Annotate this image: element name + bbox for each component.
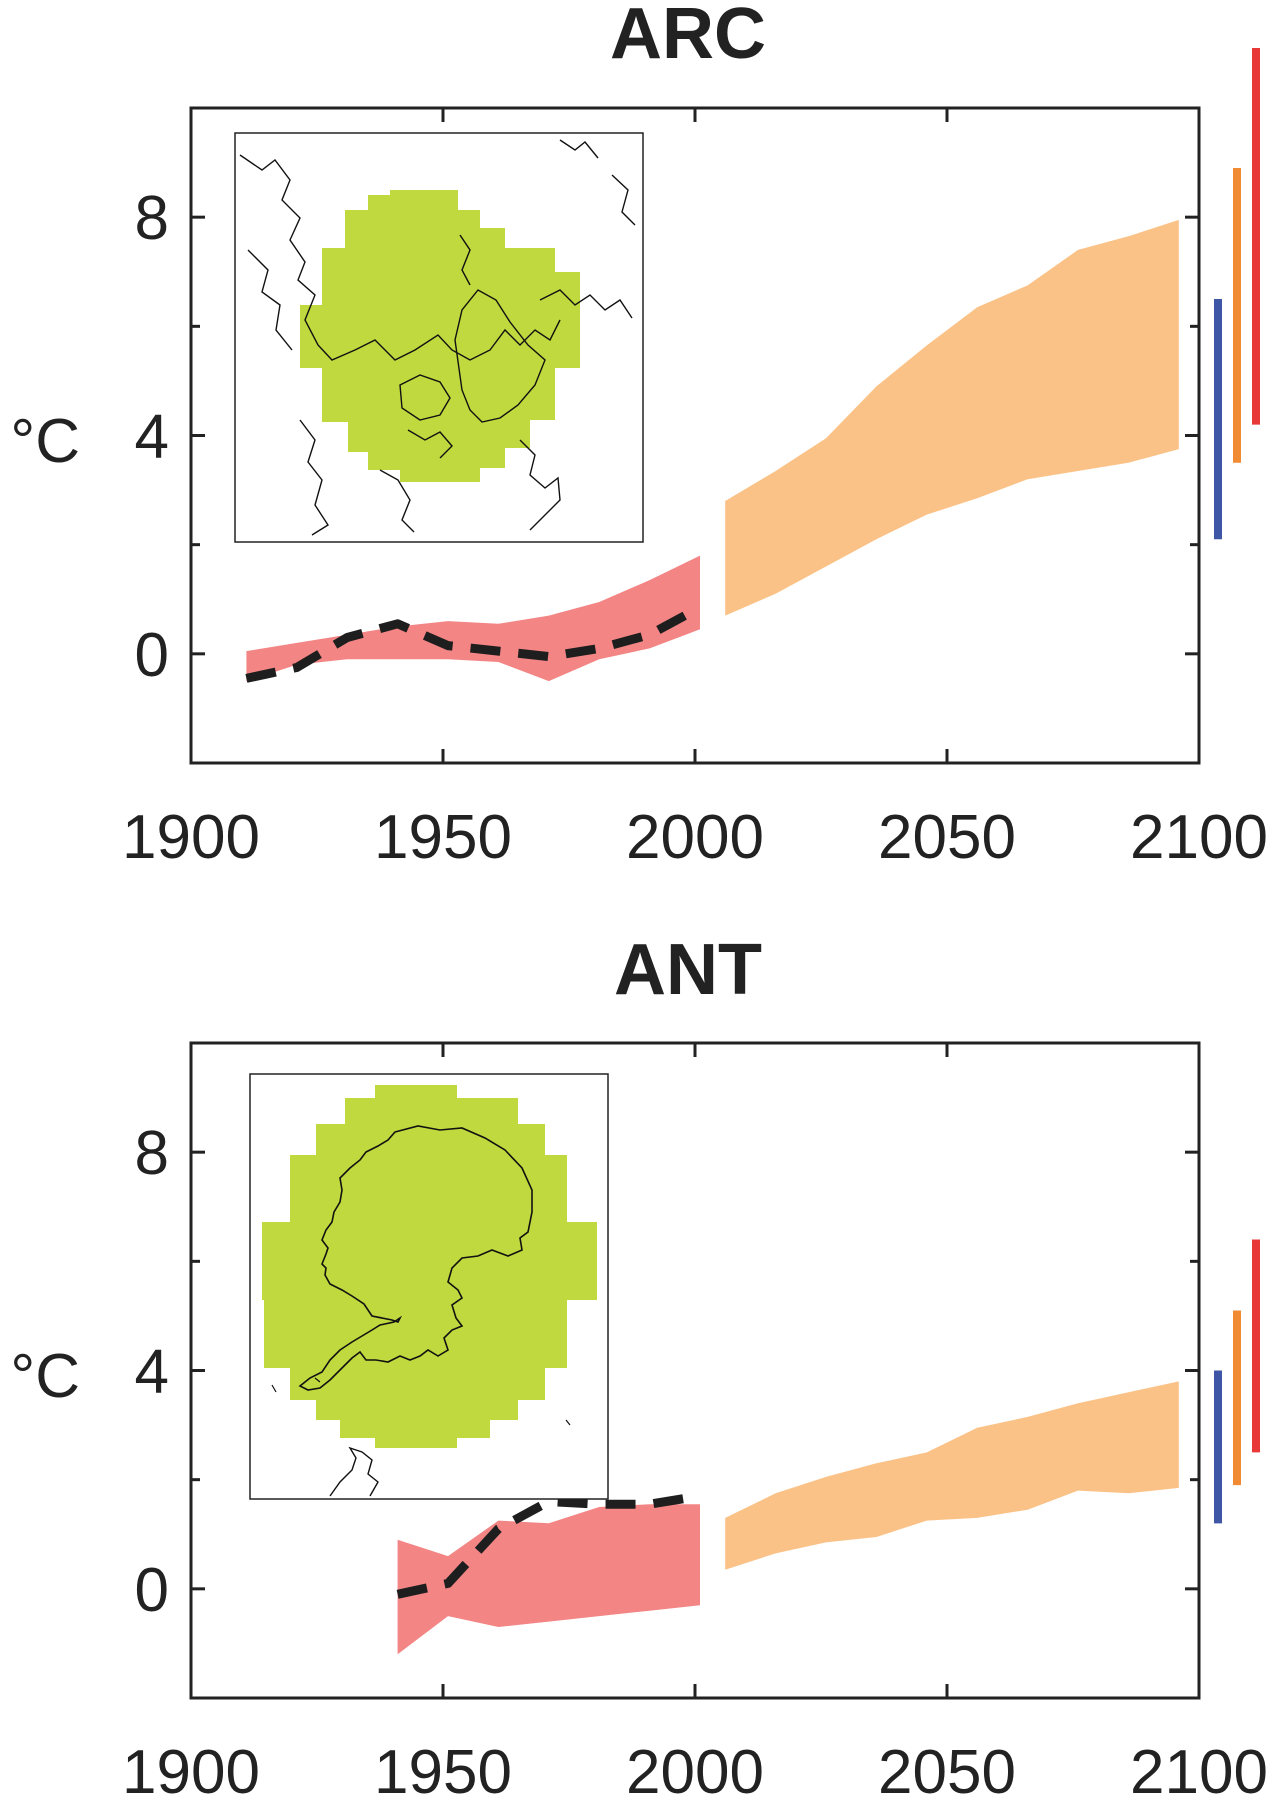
x-tick-label: 2000 <box>626 803 764 872</box>
y-tick-label: 8 <box>135 1119 169 1188</box>
south-america-tip-coastline <box>329 1446 379 1497</box>
arctic-region-map <box>234 132 644 543</box>
ant-title: ANT <box>614 930 762 1010</box>
projected-range-band <box>725 1381 1179 1570</box>
ant-panel: ANT °C 1900 1950 2000 2050 2100 0 4 8 <box>10 930 1268 1797</box>
y-tick-label: 4 <box>135 1338 169 1407</box>
arc-panel: ARC °C 1900 <box>10 0 1268 872</box>
y-tick-label: 8 <box>135 184 169 253</box>
y-tick-label: 0 <box>135 621 169 690</box>
coastline <box>559 139 599 159</box>
arc-data-layer <box>245 219 1179 683</box>
arc-x-tick-labels: 1900 1950 2000 2050 2100 <box>122 803 1268 872</box>
coastline <box>519 439 561 531</box>
y-tick-label: 0 <box>135 1556 169 1625</box>
x-tick-label: 1950 <box>374 803 512 872</box>
arc-axis-ticks <box>189 106 1201 765</box>
ant-y-unit-label: °C <box>10 1342 80 1411</box>
antarctic-region-fill <box>262 1085 597 1448</box>
x-tick-label: 2050 <box>878 803 1016 872</box>
x-tick-label: 1950 <box>374 1738 512 1797</box>
x-tick-label: 1900 <box>122 803 260 872</box>
island-coastline <box>271 1377 571 1426</box>
arc-title: ARC <box>610 0 766 74</box>
historical-range-band <box>397 1504 700 1655</box>
antarctic-region-map <box>249 1073 609 1500</box>
x-tick-label: 2100 <box>1130 1738 1268 1797</box>
arctic-region-fill <box>300 190 580 482</box>
coastline <box>299 419 329 536</box>
ant-axis-ticks <box>189 1041 1201 1700</box>
x-tick-label: 2100 <box>1130 803 1268 872</box>
arc-y-unit-label: °C <box>10 407 80 476</box>
x-tick-label: 1900 <box>122 1738 260 1797</box>
coastline <box>539 289 633 319</box>
coastline <box>379 469 415 533</box>
ant-data-layer <box>396 1381 1179 1655</box>
arc-y-tick-labels: 0 4 8 <box>135 184 169 690</box>
projected-range-band <box>725 219 1179 616</box>
antarctic-coastline <box>298 1125 533 1391</box>
coastline <box>247 249 293 351</box>
y-tick-label: 4 <box>135 403 169 472</box>
arctic-coastlines <box>239 139 636 536</box>
observed-temperature-line <box>245 603 703 683</box>
ant-x-tick-labels: 1900 1950 2000 2050 2100 <box>122 1738 1268 1797</box>
coastline <box>459 234 471 286</box>
coastline <box>407 429 453 459</box>
coastline <box>454 289 546 423</box>
ant-end-of-century-ranges <box>1214 1239 1260 1524</box>
historical-range-band <box>246 555 700 682</box>
coastline <box>611 174 636 226</box>
x-tick-label: 2050 <box>878 1738 1016 1797</box>
coastline <box>399 374 451 421</box>
arc-end-of-century-ranges <box>1214 47 1260 540</box>
ant-y-tick-labels: 0 4 8 <box>135 1119 169 1625</box>
observed-temperature-line <box>396 1491 701 1599</box>
x-tick-label: 2000 <box>626 1738 764 1797</box>
coastline <box>239 154 561 361</box>
